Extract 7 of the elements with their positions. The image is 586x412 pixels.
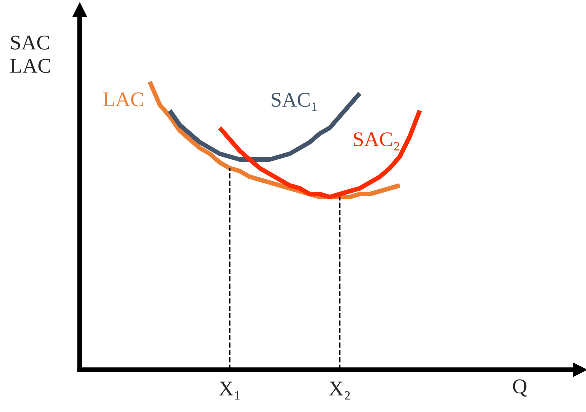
y-axis-title: SAC LAC	[10, 36, 51, 74]
x-tick-label: X₂	[329, 382, 350, 400]
series-label: LAC	[103, 92, 144, 107]
x-axis-title: Q	[513, 380, 528, 397]
series-label: SAC₂	[354, 132, 400, 151]
series-label: SAC₁	[272, 93, 317, 112]
x-tick-label: X₁	[219, 382, 240, 400]
